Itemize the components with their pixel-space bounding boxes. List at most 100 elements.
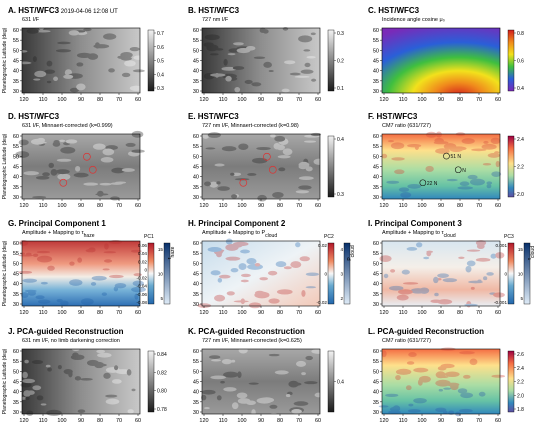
x-tick-label: 60 xyxy=(135,203,141,209)
x-tick-label: 60 xyxy=(495,310,501,316)
x-tick-label: 90 xyxy=(78,310,84,316)
map-feature xyxy=(246,400,256,405)
map-feature xyxy=(75,30,86,33)
map-feature xyxy=(433,276,439,284)
map-image xyxy=(382,241,500,306)
map-feature xyxy=(437,273,450,278)
x-tick-label: 80 xyxy=(97,203,103,209)
y-tick-label: 50 xyxy=(373,369,379,375)
map-feature xyxy=(32,385,42,391)
map-feature xyxy=(17,61,32,65)
map-feature xyxy=(129,47,140,52)
colorbar-tick-label: 2.2 xyxy=(517,165,524,171)
colorbar-tick-label: -0.02 xyxy=(317,300,328,305)
map-feature xyxy=(105,394,118,398)
colorbar-tick-label: 0.06 xyxy=(138,243,147,248)
map-feature xyxy=(103,372,111,379)
map-feature xyxy=(105,398,120,405)
map-feature xyxy=(475,257,491,262)
colorbar-tick-label: 0.84 xyxy=(157,352,167,358)
map-feature xyxy=(223,387,237,392)
map-image xyxy=(382,134,500,199)
map-feature xyxy=(120,56,132,61)
map-feature xyxy=(108,240,123,245)
map-feature xyxy=(197,303,212,308)
map-feature xyxy=(55,169,70,175)
map-feature xyxy=(256,146,271,151)
y-tick-label: 35 xyxy=(193,185,199,191)
x-tick-label: 120 xyxy=(199,310,208,316)
map-feature xyxy=(133,55,145,60)
x-tick-label: 100 xyxy=(237,418,246,424)
panel-k: K. PCA-guided Reconstruction 727 nm I/F, … xyxy=(188,327,344,424)
map-feature xyxy=(467,174,478,180)
y-tick-label: 30 xyxy=(193,195,199,201)
map-feature xyxy=(68,370,73,378)
map-feature xyxy=(405,385,412,391)
panel-title: K. PCA-guided Reconstruction xyxy=(188,327,305,336)
map-feature xyxy=(396,294,409,301)
y-tick-label: 40 xyxy=(13,175,19,181)
colorbar-tick-label: 0.6 xyxy=(517,59,524,65)
map-feature xyxy=(218,274,231,279)
feature-label: 51 N xyxy=(450,154,461,160)
colorbar-secondary-tick-label: 3 xyxy=(340,272,343,277)
map-feature xyxy=(444,371,460,378)
x-tick-label: 100 xyxy=(57,97,66,103)
map-feature xyxy=(225,244,239,251)
x-tick-label: 100 xyxy=(237,310,246,316)
map-feature xyxy=(463,374,471,379)
map-feature xyxy=(52,141,61,147)
map-feature xyxy=(483,276,488,281)
map-feature xyxy=(406,361,415,365)
x-tick-label: 120 xyxy=(19,310,28,316)
map-feature xyxy=(216,395,222,401)
feature-label: N xyxy=(462,168,466,174)
map-feature xyxy=(127,409,134,414)
map-feature xyxy=(425,131,437,138)
map-feature xyxy=(59,139,66,142)
map-feature xyxy=(298,176,314,181)
map-feature xyxy=(132,69,145,73)
y-tick-label: 55 xyxy=(13,144,19,150)
map-feature xyxy=(26,410,34,416)
map-feature xyxy=(18,396,28,400)
map-feature xyxy=(96,349,106,354)
x-tick-label: 100 xyxy=(417,97,426,103)
map-feature xyxy=(55,49,72,53)
map-feature xyxy=(305,166,313,172)
map-feature xyxy=(435,148,450,154)
map-feature xyxy=(259,277,268,281)
x-tick-label: 70 xyxy=(116,418,122,424)
colorbar xyxy=(507,135,515,198)
map-feature xyxy=(217,186,230,191)
map-feature xyxy=(274,370,289,375)
map-feature xyxy=(400,191,412,198)
y-tick-label: 35 xyxy=(13,400,19,406)
map-feature xyxy=(434,292,439,297)
x-tick-label: 120 xyxy=(199,203,208,209)
map-feature xyxy=(113,286,119,292)
y-tick-label: 50 xyxy=(193,369,199,375)
map-feature xyxy=(201,394,207,401)
x-tick-label: 80 xyxy=(457,97,463,103)
map-feature xyxy=(131,286,147,293)
map-feature xyxy=(220,380,225,384)
y-tick-label: 50 xyxy=(13,369,19,375)
map-feature xyxy=(469,358,478,366)
map-feature xyxy=(262,29,269,34)
colorbar-secondary-tick-label: 2 xyxy=(340,296,343,301)
map-feature xyxy=(388,410,401,414)
map-feature xyxy=(238,347,248,354)
map-feature xyxy=(281,88,290,93)
map-feature xyxy=(436,278,442,281)
map-feature xyxy=(221,146,237,152)
y-tick-label: 60 xyxy=(13,28,19,34)
map-feature xyxy=(426,250,432,257)
x-tick-label: 80 xyxy=(277,97,283,103)
panel-subtitle: Amplitude + Mapping to τcloud xyxy=(382,230,456,239)
panel-title: A. HST/WFC3 2019-04-06 12:08 UT xyxy=(8,6,118,15)
colorbar-secondary-tick-label: 10 xyxy=(518,272,524,277)
map-feature xyxy=(294,75,310,78)
map-feature xyxy=(391,157,405,161)
